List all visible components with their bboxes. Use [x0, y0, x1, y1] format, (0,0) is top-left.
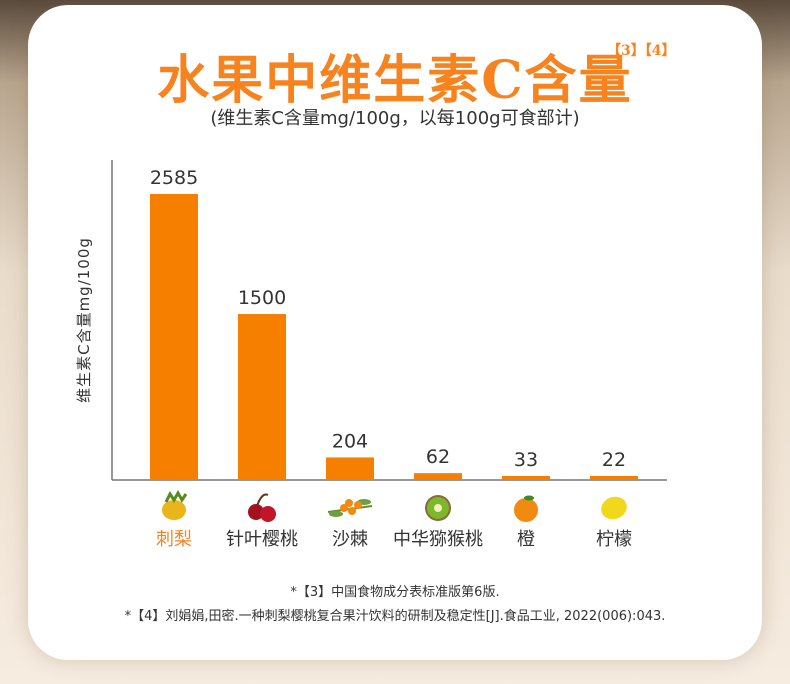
- lemon-icon: [601, 496, 627, 520]
- bar-2: [326, 457, 374, 480]
- bar-4: [502, 476, 550, 480]
- data-label: 62: [426, 446, 450, 468]
- bar-5: [590, 476, 638, 480]
- data-label: 2585: [150, 167, 198, 189]
- data-label: 1500: [238, 287, 286, 309]
- page-title: 水果中维生素C含量: [157, 50, 633, 111]
- title-references: 【3】【4】: [607, 43, 676, 59]
- footnote-3: *【3】中国食物成分表标准版第6版.: [290, 585, 500, 600]
- bar-1: [238, 314, 286, 480]
- orange-icon: [514, 495, 538, 522]
- sea-buckthorn-icon: [327, 499, 373, 517]
- category-label: 中华猕猴桃: [393, 529, 483, 550]
- category-label: 针叶樱桃: [226, 529, 298, 550]
- category-label: 柠檬: [596, 529, 632, 550]
- category-label: 刺梨: [156, 529, 192, 550]
- footnote-4: *【4】刘娟娟,田密.一种刺梨樱桃复合果汁饮料的研制及稳定性[J].食品工业, …: [124, 609, 666, 624]
- subtitle: (维生素C含量mg/100g，以每100g可食部计): [210, 108, 580, 129]
- category-label: 橙: [517, 529, 535, 550]
- data-label: 204: [332, 430, 368, 452]
- bar-3: [414, 473, 462, 480]
- data-label: 22: [602, 449, 626, 471]
- bar-0: [150, 194, 198, 480]
- y-axis-label: 维生素C含量mg/100g: [75, 237, 93, 403]
- data-label: 33: [514, 449, 538, 471]
- cherry-icon: [248, 493, 276, 522]
- category-label: 沙棘: [332, 529, 368, 550]
- prickly-pear-icon: [162, 489, 188, 520]
- kiwi-icon: [425, 495, 451, 521]
